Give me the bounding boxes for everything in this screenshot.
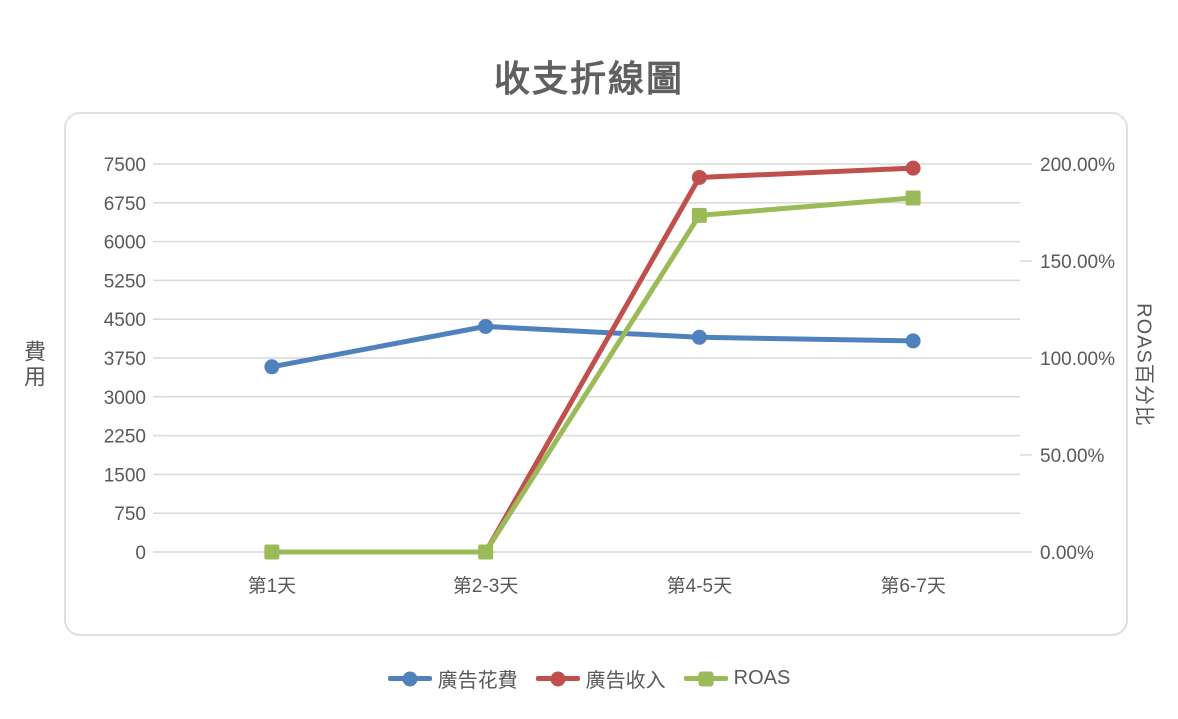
legend-square-marker-roas	[698, 671, 714, 686]
series-line-ad-revenue	[271, 165, 914, 555]
legend-circle-marker-ad-revenue	[550, 671, 566, 686]
left-axis-tick-label: 750	[114, 504, 146, 525]
left-axis-tick-label: 1500	[104, 465, 146, 486]
left-axis-tick-label: 4500	[104, 310, 146, 331]
data-point-ad-spend-3[interactable]	[905, 333, 921, 349]
data-point-ad-revenue-2[interactable]	[691, 169, 707, 185]
series-line-ad-spend	[271, 323, 914, 370]
legend-circle-marker-ad-spend	[402, 671, 418, 686]
legend-line-ad-spend	[387, 671, 432, 686]
data-point-roas-1[interactable]	[478, 544, 494, 560]
left-axis-tick-label: 3750	[104, 349, 146, 370]
x-axis-label: 第4-5天	[667, 575, 732, 597]
legend-line-roas	[683, 671, 728, 686]
left-axis-tick-label: 6000	[104, 233, 146, 254]
right-axis-tick-label: 200.00%	[1040, 155, 1115, 176]
right-axis-tick-label: 0.00%	[1040, 543, 1094, 564]
x-axis-label: 第1天	[248, 575, 297, 597]
left-axis-tick-label: 5250	[104, 271, 146, 292]
right-axis-title: ROAS百分比	[1132, 303, 1155, 427]
legend-item-ad-spend[interactable]: 廣告花費	[387, 664, 518, 693]
data-point-ad-spend-2[interactable]	[691, 329, 707, 345]
left-axis-tick-label: 7500	[104, 155, 146, 176]
line-chart: 0 750 1500 2250 3000 3750 4500 5250 6000 6750 7500…	[104, 155, 1115, 597]
left-axis-tick-label: 0	[135, 543, 146, 564]
left-axis-tick-label: 3000	[104, 388, 146, 409]
data-point-ad-revenue-3[interactable]	[905, 160, 921, 176]
page-title: 收支折線圖	[493, 58, 684, 99]
data-point-roas-2[interactable]	[691, 207, 707, 223]
data-point-ad-spend-1[interactable]	[478, 318, 494, 334]
left-axis-tick-label: 6750	[104, 194, 146, 215]
left-axis-title: 費用	[21, 340, 46, 390]
legend: 廣告花費 廣告收入 ROAS	[0, 664, 1178, 693]
legend-item-roas[interactable]: ROAS	[683, 667, 791, 690]
right-axis-tick-label: 150.00%	[1040, 252, 1115, 273]
legend-label-roas: ROAS	[733, 667, 791, 689]
x-axis-label: 第6-7天	[880, 575, 945, 597]
data-point-roas-0[interactable]	[264, 544, 280, 560]
data-point-ad-spend-0[interactable]	[264, 359, 280, 375]
series-line-roas	[271, 195, 914, 555]
legend-item-ad-revenue[interactable]: 廣告收入	[535, 664, 666, 693]
x-axis-label: 第2-3天	[453, 575, 518, 597]
right-axis-tick-label: 100.00%	[1040, 349, 1115, 370]
legend-label-ad-spend: 廣告花費	[437, 670, 518, 692]
left-axis-tick-label: 2250	[104, 427, 146, 448]
legend-label-ad-revenue: 廣告收入	[585, 670, 666, 692]
legend-line-ad-revenue	[535, 671, 580, 686]
right-axis-tick-label: 50.00%	[1040, 446, 1105, 467]
data-point-roas-3[interactable]	[905, 190, 921, 206]
